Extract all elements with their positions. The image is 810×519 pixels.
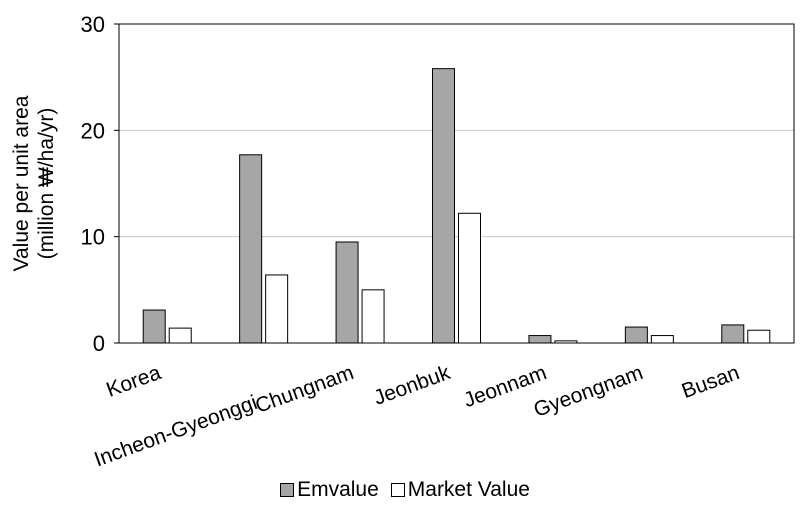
x-category-label: Jeonbuk	[371, 361, 454, 410]
bar-market-value	[168, 327, 192, 344]
bar-emvalue	[432, 68, 455, 344]
bar-market-value	[747, 329, 771, 344]
plot-area-frame	[118, 23, 795, 344]
x-category-label: Korea	[103, 361, 164, 402]
bar-emvalue	[335, 241, 359, 344]
gridlines	[119, 129, 794, 238]
bar-market-value	[458, 212, 481, 344]
y-tick-label: 20	[81, 118, 105, 143]
y-tick-label: 30	[81, 12, 105, 37]
legend-swatch-emvalue	[280, 483, 295, 497]
x-category-label: Busan	[679, 361, 743, 403]
legend-swatch-market-value	[390, 483, 405, 497]
bar-emvalue	[142, 309, 166, 344]
bar-market-value	[361, 289, 385, 344]
x-category-label: Incheon-Gyeonggi	[91, 391, 260, 470]
legend-item-market-value: Market Value	[390, 478, 530, 502]
y-axis-ticks: 0 10 20 30	[81, 12, 119, 356]
x-category-label: Chungnam	[252, 361, 356, 418]
bars	[142, 68, 771, 344]
y-axis-title-line1: Value per unit area	[10, 95, 33, 271]
legend: Emvalue Market Value	[0, 478, 810, 502]
legend-label-market-value: Market Value	[407, 478, 530, 501]
bar-emvalue	[528, 335, 552, 344]
legend-item-emvalue: Emvalue	[280, 478, 379, 502]
y-tick-label: 0	[93, 331, 105, 356]
bar-emvalue	[624, 326, 648, 344]
legend-label-emvalue: Emvalue	[297, 478, 379, 501]
bar-emvalue	[239, 154, 263, 344]
bar-market-value	[650, 335, 674, 344]
y-axis-title-line2: (million ₩/ha/yr)	[35, 108, 58, 260]
x-category-label: Gyeongnam	[531, 361, 646, 422]
bar-market-value	[265, 274, 289, 344]
y-tick-label: 10	[81, 225, 105, 250]
bar-emvalue	[721, 324, 745, 344]
